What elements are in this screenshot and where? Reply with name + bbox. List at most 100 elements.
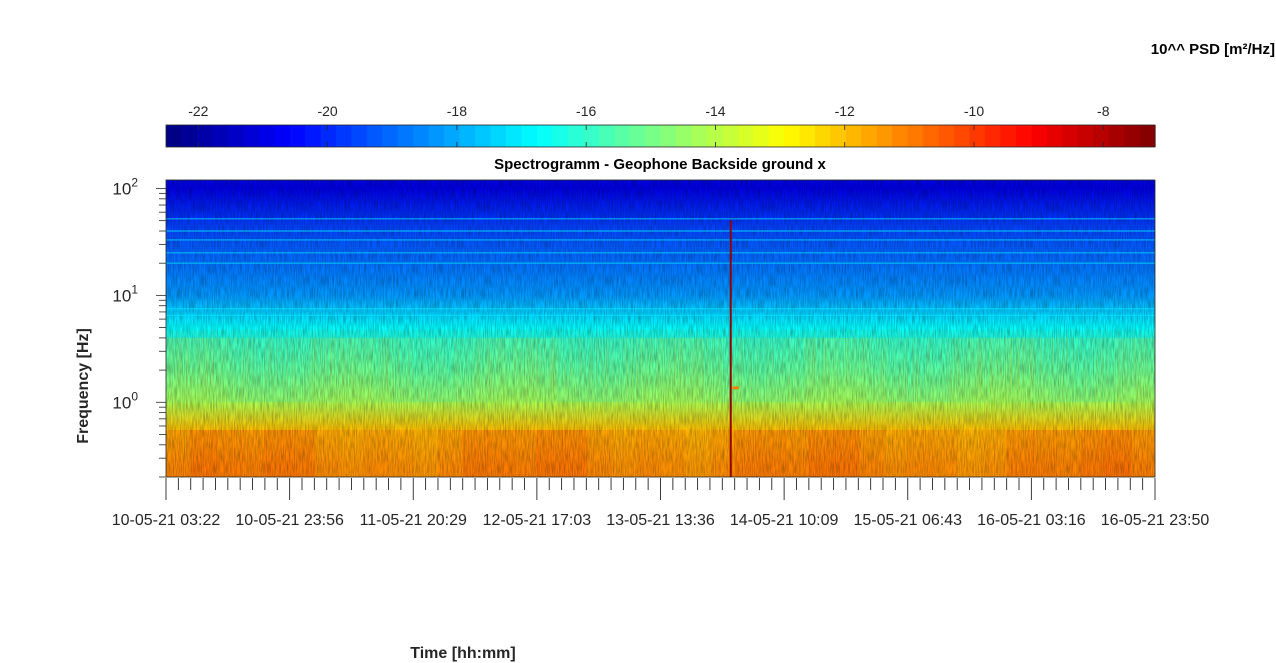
colorbar-swatch	[212, 125, 229, 147]
x-tick-label: 13-05-21 13:36	[606, 512, 715, 529]
colorbar-swatch	[923, 125, 940, 147]
colorbar-swatch	[335, 125, 353, 147]
colorbar-swatch	[1108, 125, 1125, 147]
colorbar-swatch	[397, 125, 414, 147]
colorbar-swatch	[985, 125, 1002, 147]
colorbar: -22 -20 -18 -16 -14 -12 -10 -8	[165, 103, 1156, 148]
colorbar-swatch	[1139, 125, 1156, 147]
colorbar-swatch	[1124, 125, 1141, 147]
x-tick-label: 10-05-21 03:22	[112, 512, 221, 529]
colorbar-swatches	[166, 125, 1156, 147]
colorbar-swatch	[181, 125, 198, 147]
x-tick-label: 16-05-21 23:50	[1101, 512, 1210, 529]
colorbar-swatch	[892, 125, 909, 147]
colorbar-swatch	[459, 125, 476, 147]
colorbar-swatch	[490, 125, 507, 147]
plot-frame	[165, 179, 1156, 478]
colorbar-tick-label: -12	[835, 103, 855, 119]
colorbar-swatch	[876, 125, 893, 147]
spectral-lines	[166, 218, 1155, 316]
chart-title: Spectrogramm - Geophone Backside ground …	[494, 156, 826, 173]
colorbar-swatch	[305, 125, 322, 147]
colorbar-swatch	[1046, 125, 1063, 147]
colorbar-swatch	[227, 125, 244, 147]
x-axis-label: Time [hh:mm]	[410, 645, 515, 662]
spectrogram-events	[729, 220, 739, 477]
colorbar-swatch	[444, 125, 461, 147]
colorbar-swatch	[505, 125, 523, 147]
colorbar-swatch	[768, 125, 785, 147]
colorbar-frame	[165, 124, 1156, 148]
colorbar-swatch	[675, 125, 693, 147]
colorbar-swatch	[706, 125, 723, 147]
x-tick-label: 12-05-21 17:03	[483, 512, 592, 529]
colorbar-swatch	[629, 125, 646, 147]
colorbar-swatch	[753, 125, 770, 147]
colorbar-swatch	[166, 125, 183, 147]
colorbar-swatch	[413, 125, 430, 147]
colorbar-swatch	[845, 125, 862, 147]
colorbar-swatch	[382, 125, 399, 147]
colorbar-swatch	[243, 125, 260, 147]
spectrogram-plot	[166, 180, 1155, 477]
colorbar-swatch	[366, 125, 383, 147]
colorbar-swatch	[861, 125, 878, 147]
colorbar-swatch	[645, 125, 662, 147]
colorbar-swatch	[536, 125, 553, 147]
colorbar-swatch	[954, 125, 971, 147]
colorbar-swatch	[1031, 125, 1048, 147]
colorbar-swatch	[1015, 125, 1032, 147]
colorbar-swatch	[1062, 125, 1079, 147]
colorbar-swatch	[799, 125, 816, 147]
colorbar-swatch	[1000, 125, 1017, 147]
colorbar-swatch	[737, 125, 754, 147]
colorbar-tick-label: -10	[964, 103, 984, 119]
colorbar-label: 10^^ PSD [m²/Hz]	[1151, 41, 1275, 58]
colorbar-swatch	[1093, 125, 1110, 147]
colorbar-tick-label: -22	[188, 103, 208, 119]
colorbar-swatch	[784, 125, 801, 147]
colorbar-swatch	[815, 125, 832, 147]
colorbar-swatch	[614, 125, 631, 147]
colorbar-swatch	[351, 125, 368, 147]
colorbar-swatch	[521, 125, 538, 147]
y-axis: 100 101 102	[112, 175, 166, 478]
colorbar-tick-label: -14	[705, 103, 725, 119]
y-tick-label: 101	[112, 282, 138, 305]
colorbar-tick-label: -8	[1097, 103, 1110, 119]
colorbar-swatch	[289, 125, 306, 147]
y-tick-label: 100	[112, 389, 138, 412]
colorbar-swatch	[691, 125, 708, 147]
colorbar-swatch	[428, 125, 445, 147]
colorbar-ticks: -22 -20 -18 -16 -14 -12 -10 -8	[188, 103, 1110, 147]
colorbar-swatch	[938, 125, 955, 147]
colorbar-swatch	[258, 125, 275, 147]
colorbar-swatch	[320, 125, 337, 147]
x-tick-label: 15-05-21 06:43	[853, 512, 962, 529]
colorbar-swatch	[907, 125, 924, 147]
x-tick-label: 16-05-21 03:16	[977, 512, 1086, 529]
colorbar-swatch	[583, 125, 600, 147]
colorbar-tick-label: -18	[447, 103, 467, 119]
colorbar-swatch	[475, 125, 492, 147]
colorbar-tick-label: -16	[576, 103, 596, 119]
colorbar-swatch	[196, 125, 213, 147]
event-spot	[732, 386, 739, 390]
x-tick-label: 11-05-21 20:29	[360, 512, 467, 529]
spectrogram-noise	[166, 180, 1155, 477]
colorbar-swatch	[1077, 125, 1094, 147]
colorbar-swatch	[722, 125, 739, 147]
colorbar-tick-label: -20	[317, 103, 337, 119]
y-axis-label: Frequency [Hz]	[75, 328, 92, 444]
colorbar-swatch	[274, 125, 291, 147]
colorbar-swatch	[598, 125, 615, 147]
colorbar-swatch	[567, 125, 584, 147]
x-tick-label: 14-05-21 10:09	[730, 512, 839, 529]
colorbar-swatch	[660, 125, 677, 147]
colorbar-swatch	[969, 125, 986, 147]
x-axis: 10-05-21 03:22 10-05-21 23:56 11-05-21 20:…	[112, 478, 1210, 529]
colorbar-swatch	[830, 125, 847, 147]
colorbar-swatch	[552, 125, 569, 147]
y-tick-label: 102	[112, 175, 138, 198]
